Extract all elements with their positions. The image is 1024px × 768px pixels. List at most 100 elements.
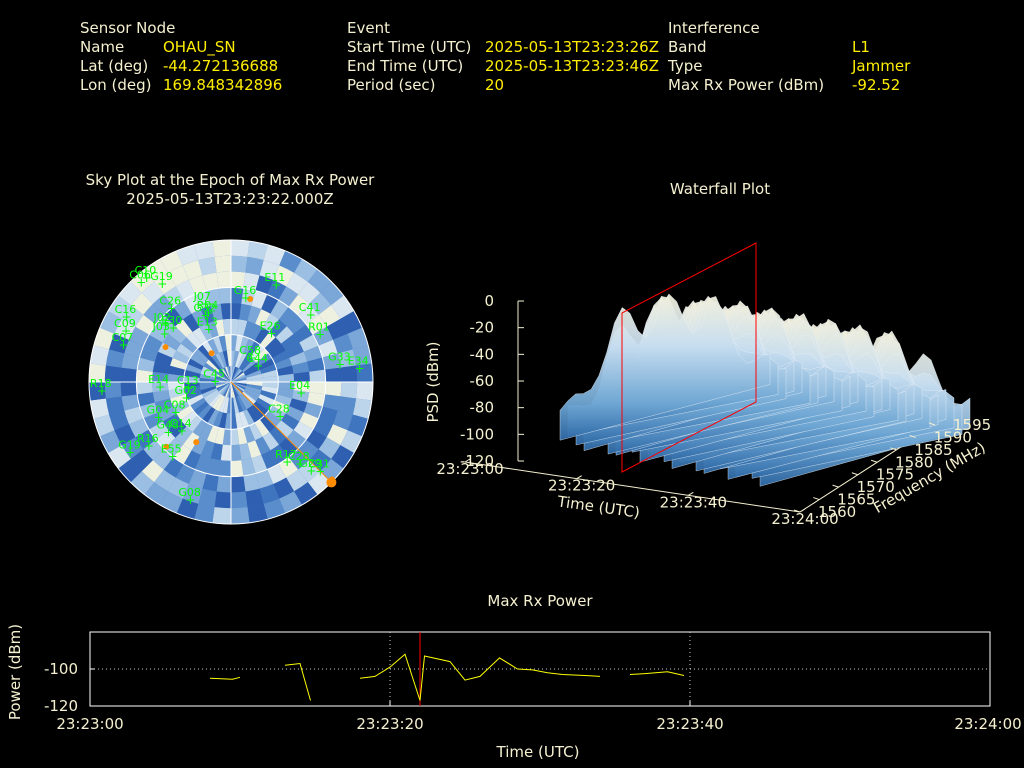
sky-cell <box>277 373 295 382</box>
sky-cell <box>306 314 327 335</box>
satellite-point: + <box>136 275 146 289</box>
maxpower-line-segment <box>629 671 685 676</box>
sky-cell <box>231 366 234 382</box>
sky-cell <box>318 406 338 425</box>
sky-cell <box>182 313 200 332</box>
sky-cell <box>182 484 203 504</box>
satellite-label: R17 <box>275 448 297 461</box>
sky-cell <box>152 294 174 316</box>
sensor-lon-value: 169.848342896 <box>163 76 283 94</box>
sky-cell <box>141 460 164 483</box>
satellite-point: + <box>97 384 107 398</box>
sensor-heading: Sensor Node <box>80 19 176 37</box>
sky-cell <box>108 295 131 319</box>
sky-cell <box>243 272 260 291</box>
sky-cell <box>231 334 238 351</box>
satellite-point: + <box>295 457 305 471</box>
interference-power-value: -92.52 <box>852 76 901 94</box>
sky-cell <box>245 386 262 395</box>
satellite-point: + <box>253 359 263 373</box>
sky-cell <box>243 409 255 426</box>
waterfall-y-tick <box>832 484 839 488</box>
sky-cell <box>197 344 212 360</box>
sky-cell <box>226 350 231 367</box>
sky-cell <box>163 286 184 307</box>
sky-cell <box>207 409 219 426</box>
sky-cell <box>109 410 129 431</box>
sky-cell <box>241 458 256 476</box>
sky-cell <box>90 345 110 366</box>
sky-cell <box>242 391 257 405</box>
satellite-label: C41 <box>299 301 321 314</box>
sky-cell <box>224 413 231 430</box>
sky-cell <box>247 440 262 459</box>
sky-cell <box>206 425 219 443</box>
sky-cell <box>223 382 231 397</box>
sky-cell <box>233 397 240 414</box>
sky-cell <box>199 377 216 382</box>
sky-cell <box>221 368 231 382</box>
sky-cell <box>267 463 287 485</box>
sky-cell <box>217 382 231 392</box>
sky-cell <box>258 394 275 406</box>
sky-cell <box>176 244 199 266</box>
sky-cell <box>279 306 298 327</box>
sky-cell <box>231 382 247 385</box>
sky-cell <box>219 369 231 382</box>
sky-cell <box>136 369 153 382</box>
sky-cell <box>233 350 240 367</box>
sky-cell <box>218 351 227 368</box>
sky-cell <box>193 401 209 416</box>
sky-cell <box>261 294 279 314</box>
sky-cell <box>309 382 326 395</box>
sky-cell <box>176 343 194 359</box>
satellite-point: + <box>157 277 167 291</box>
waterfall-x-tick <box>464 458 471 463</box>
sky-cell <box>322 394 341 411</box>
satellite-label: C14 <box>170 417 192 430</box>
sky-cell <box>211 354 224 370</box>
sky-cell <box>285 342 304 358</box>
waterfall-z-tick-label: -120 <box>460 452 494 470</box>
sky-cell <box>118 281 142 306</box>
sky-cell <box>206 458 221 476</box>
maxpower-line-segment <box>584 675 601 677</box>
sky-cell <box>262 313 280 332</box>
sky-cell <box>259 331 276 349</box>
sky-cell <box>212 336 223 353</box>
maxpower-title: Max Rx Power <box>487 592 593 610</box>
sky-cell <box>149 324 169 343</box>
waterfall-y-tick-label: 1565 <box>837 491 875 509</box>
maxpower-line-segment <box>209 676 241 680</box>
sky-cell <box>243 362 259 375</box>
sky-cell <box>218 396 227 413</box>
sky-cell <box>255 275 274 295</box>
sky-cell <box>194 454 211 474</box>
sky-cell <box>262 375 279 382</box>
sky-cell <box>224 334 231 351</box>
sky-cell <box>237 427 248 445</box>
sky-cell <box>199 384 216 391</box>
sky-cell <box>173 444 192 464</box>
sky-cell <box>262 382 279 389</box>
sky-cell <box>185 363 202 374</box>
satellite-point: + <box>204 323 214 337</box>
sky-cell <box>231 271 246 289</box>
sky-cell <box>281 413 300 431</box>
sky-cell <box>216 271 231 289</box>
sky-cell <box>246 407 260 423</box>
sky-cell <box>164 306 183 327</box>
sky-cell <box>121 353 140 370</box>
sky-cell <box>260 390 277 401</box>
sky-cell <box>255 469 274 489</box>
sky-cell <box>231 287 244 304</box>
interference-power-label: Max Rx Power (dBm) <box>668 76 825 94</box>
sky-cell <box>231 240 250 257</box>
sky-cell <box>235 396 244 413</box>
satellite-point: + <box>155 380 165 394</box>
sky-cell <box>211 394 224 410</box>
waterfall-x-tick <box>688 491 694 496</box>
sky-cell <box>309 292 332 315</box>
sky-cell <box>299 412 319 430</box>
sky-cell <box>136 382 153 395</box>
